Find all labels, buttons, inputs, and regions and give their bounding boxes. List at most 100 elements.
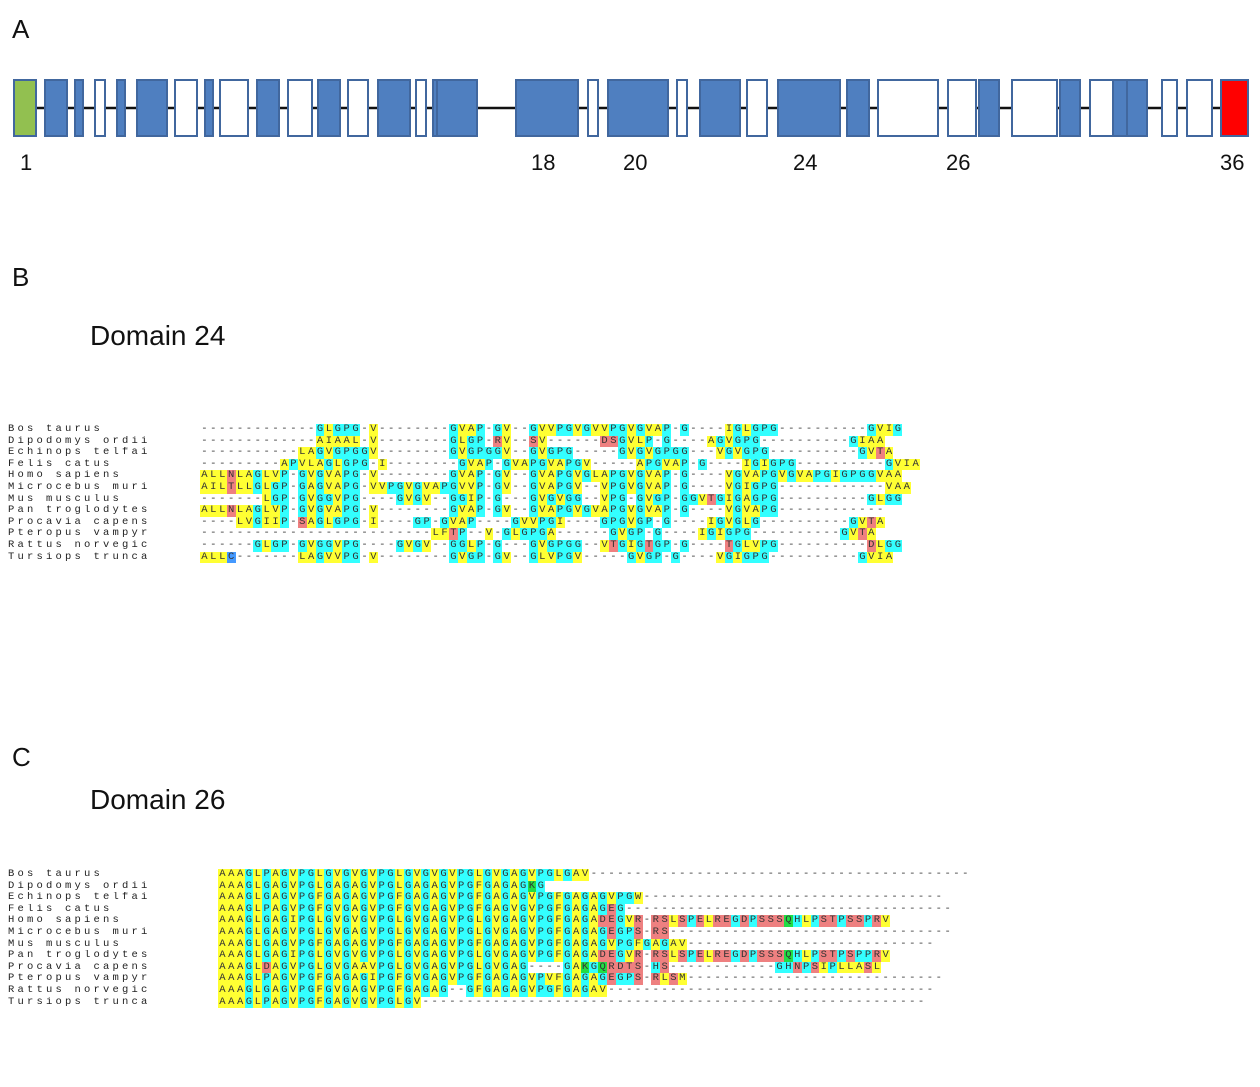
residue: G — [465, 937, 475, 951]
residue: V — [724, 504, 734, 517]
residue: G — [483, 983, 493, 997]
gap-residue: - — [583, 550, 590, 563]
residue: V — [537, 492, 547, 506]
residue: P — [615, 937, 625, 951]
residue: G — [518, 891, 528, 904]
gap-residue: - — [708, 480, 715, 493]
residue: A — [875, 434, 885, 448]
gap-residue: - — [441, 434, 448, 447]
residue: P — [555, 469, 565, 482]
residue: G — [501, 914, 510, 927]
gap-residue: - — [891, 983, 898, 996]
residue: A — [306, 480, 316, 494]
residue: P — [536, 937, 546, 951]
gap-residue: - — [705, 902, 712, 915]
residue: A — [669, 937, 678, 951]
residue: S — [775, 914, 784, 927]
gap-residue: - — [779, 480, 786, 493]
residue: G — [518, 983, 528, 997]
residue: A — [350, 937, 360, 951]
gap-residue: - — [679, 891, 686, 904]
exon-box-4 — [94, 79, 106, 137]
gap-residue: - — [788, 480, 795, 493]
residue: A — [546, 469, 556, 482]
gap-residue: - — [856, 868, 863, 880]
residue: I — [875, 550, 885, 564]
residue: V — [492, 949, 501, 962]
residue: V — [545, 972, 555, 985]
residue: G — [324, 891, 333, 904]
residue: A — [546, 504, 556, 517]
residue: L — [394, 925, 404, 939]
residue: V — [412, 868, 422, 881]
residue: G — [893, 538, 903, 552]
residue: P — [555, 446, 565, 459]
gap-residue: - — [788, 538, 795, 551]
gap-residue: - — [555, 995, 562, 1008]
gap-residue: - — [868, 457, 875, 470]
residue: G — [501, 949, 510, 962]
residue: P — [555, 550, 565, 564]
gap-residue: - — [652, 891, 659, 904]
residue: I — [288, 914, 298, 927]
residue: V — [598, 983, 608, 997]
residue: V — [573, 550, 583, 564]
gap-residue: - — [690, 446, 697, 459]
gap-residue: - — [502, 995, 509, 1008]
residue: G — [518, 949, 528, 962]
panel-label-c: C — [12, 742, 31, 772]
gap-residue: - — [820, 925, 827, 938]
residue: A — [333, 434, 343, 448]
residue: R — [651, 949, 661, 962]
residue: D — [600, 434, 609, 448]
gap-residue: - — [859, 480, 866, 493]
residue: A — [635, 457, 645, 471]
residue: G — [457, 492, 467, 506]
gap-residue: - — [962, 868, 969, 880]
residue: A — [333, 480, 343, 494]
exon-box-7 — [174, 79, 198, 137]
gap-residue: - — [574, 434, 581, 447]
residue: A — [235, 949, 245, 962]
gap-residue: - — [643, 949, 651, 962]
residue: G — [635, 469, 645, 482]
gap-residue: - — [699, 515, 706, 528]
gap-residue: - — [396, 457, 404, 470]
gap-residue: - — [227, 492, 235, 505]
gap-residue: - — [900, 937, 907, 950]
residue: V — [332, 902, 342, 916]
residue: A — [492, 983, 501, 997]
residue: G — [359, 879, 369, 893]
gap-residue: - — [617, 995, 624, 1008]
residue: G — [465, 914, 475, 927]
gap-residue: - — [699, 434, 706, 447]
residue: I — [288, 949, 298, 962]
gap-residue: - — [379, 504, 386, 517]
residue: A — [226, 868, 236, 881]
gap-residue: - — [714, 868, 721, 880]
gap-residue: - — [868, 504, 875, 517]
gap-residue: - — [254, 434, 261, 447]
gap-residue: - — [601, 527, 608, 540]
gap-residue: - — [829, 891, 836, 904]
residue: V — [502, 550, 512, 564]
gap-residue: - — [387, 457, 395, 470]
gap-residue: - — [210, 527, 217, 540]
residue: I — [626, 538, 636, 552]
gap-residue: - — [823, 515, 830, 528]
residue: V — [324, 504, 334, 517]
residue: V — [591, 423, 601, 436]
residue: G — [244, 949, 254, 962]
residue: A — [218, 925, 227, 939]
gap-residue: - — [441, 538, 448, 551]
gap-residue: - — [387, 550, 395, 563]
gap-residue: - — [796, 550, 804, 563]
residue: G — [502, 457, 512, 471]
gap-residue: - — [608, 983, 615, 996]
residue: A — [218, 972, 227, 985]
residue: A — [651, 937, 661, 951]
residue: A — [509, 960, 519, 974]
exon-group — [13, 79, 1249, 137]
residue: L — [217, 504, 227, 517]
